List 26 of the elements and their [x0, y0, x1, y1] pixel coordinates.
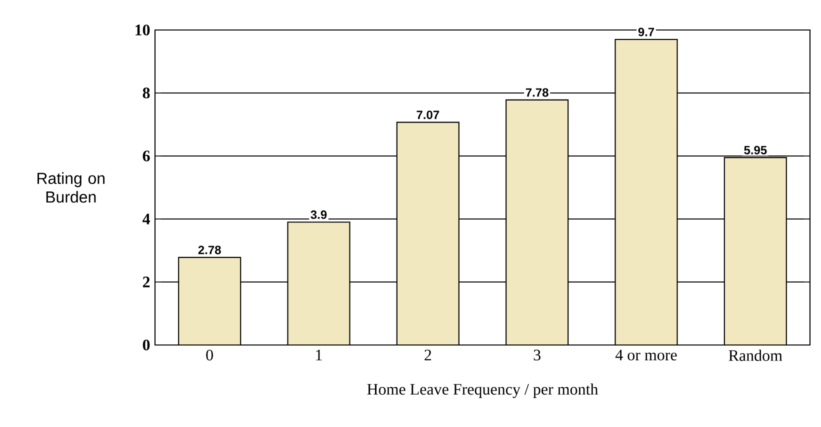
y-tick-label: 0: [142, 340, 150, 350]
y-tick-label: 2: [142, 276, 150, 288]
data-label: 2.78: [198, 246, 221, 254]
data-label: 3.9: [310, 210, 327, 219]
data-label: 7.07: [416, 110, 440, 120]
y-tick-label: 4: [142, 214, 150, 224]
x-tick-label: Random: [728, 350, 782, 361]
bar: [614, 38, 678, 345]
bar: [396, 122, 460, 345]
y-tick-label: 6: [142, 150, 150, 162]
x-tick-label: 0: [206, 350, 213, 360]
bar: [724, 157, 787, 345]
data-label: 9.7: [638, 28, 654, 36]
y-axis-title: Rating on Burden: [38, 172, 105, 203]
bar: [287, 222, 350, 345]
x-tick-label: 2: [424, 350, 432, 360]
x-axis-title: Home Leave Frequency / per month: [367, 383, 598, 398]
y-tick-label: 8: [142, 88, 150, 98]
y-tick-label: 10: [136, 24, 150, 36]
x-tick-label: 3: [534, 350, 540, 360]
x-tick-label: 4 or more: [615, 350, 677, 360]
bar: [506, 99, 569, 345]
data-label: 5.95: [744, 146, 767, 154]
x-tick-label: 1: [316, 350, 322, 360]
data-label: 7.78: [526, 88, 548, 97]
bar: [178, 256, 242, 345]
